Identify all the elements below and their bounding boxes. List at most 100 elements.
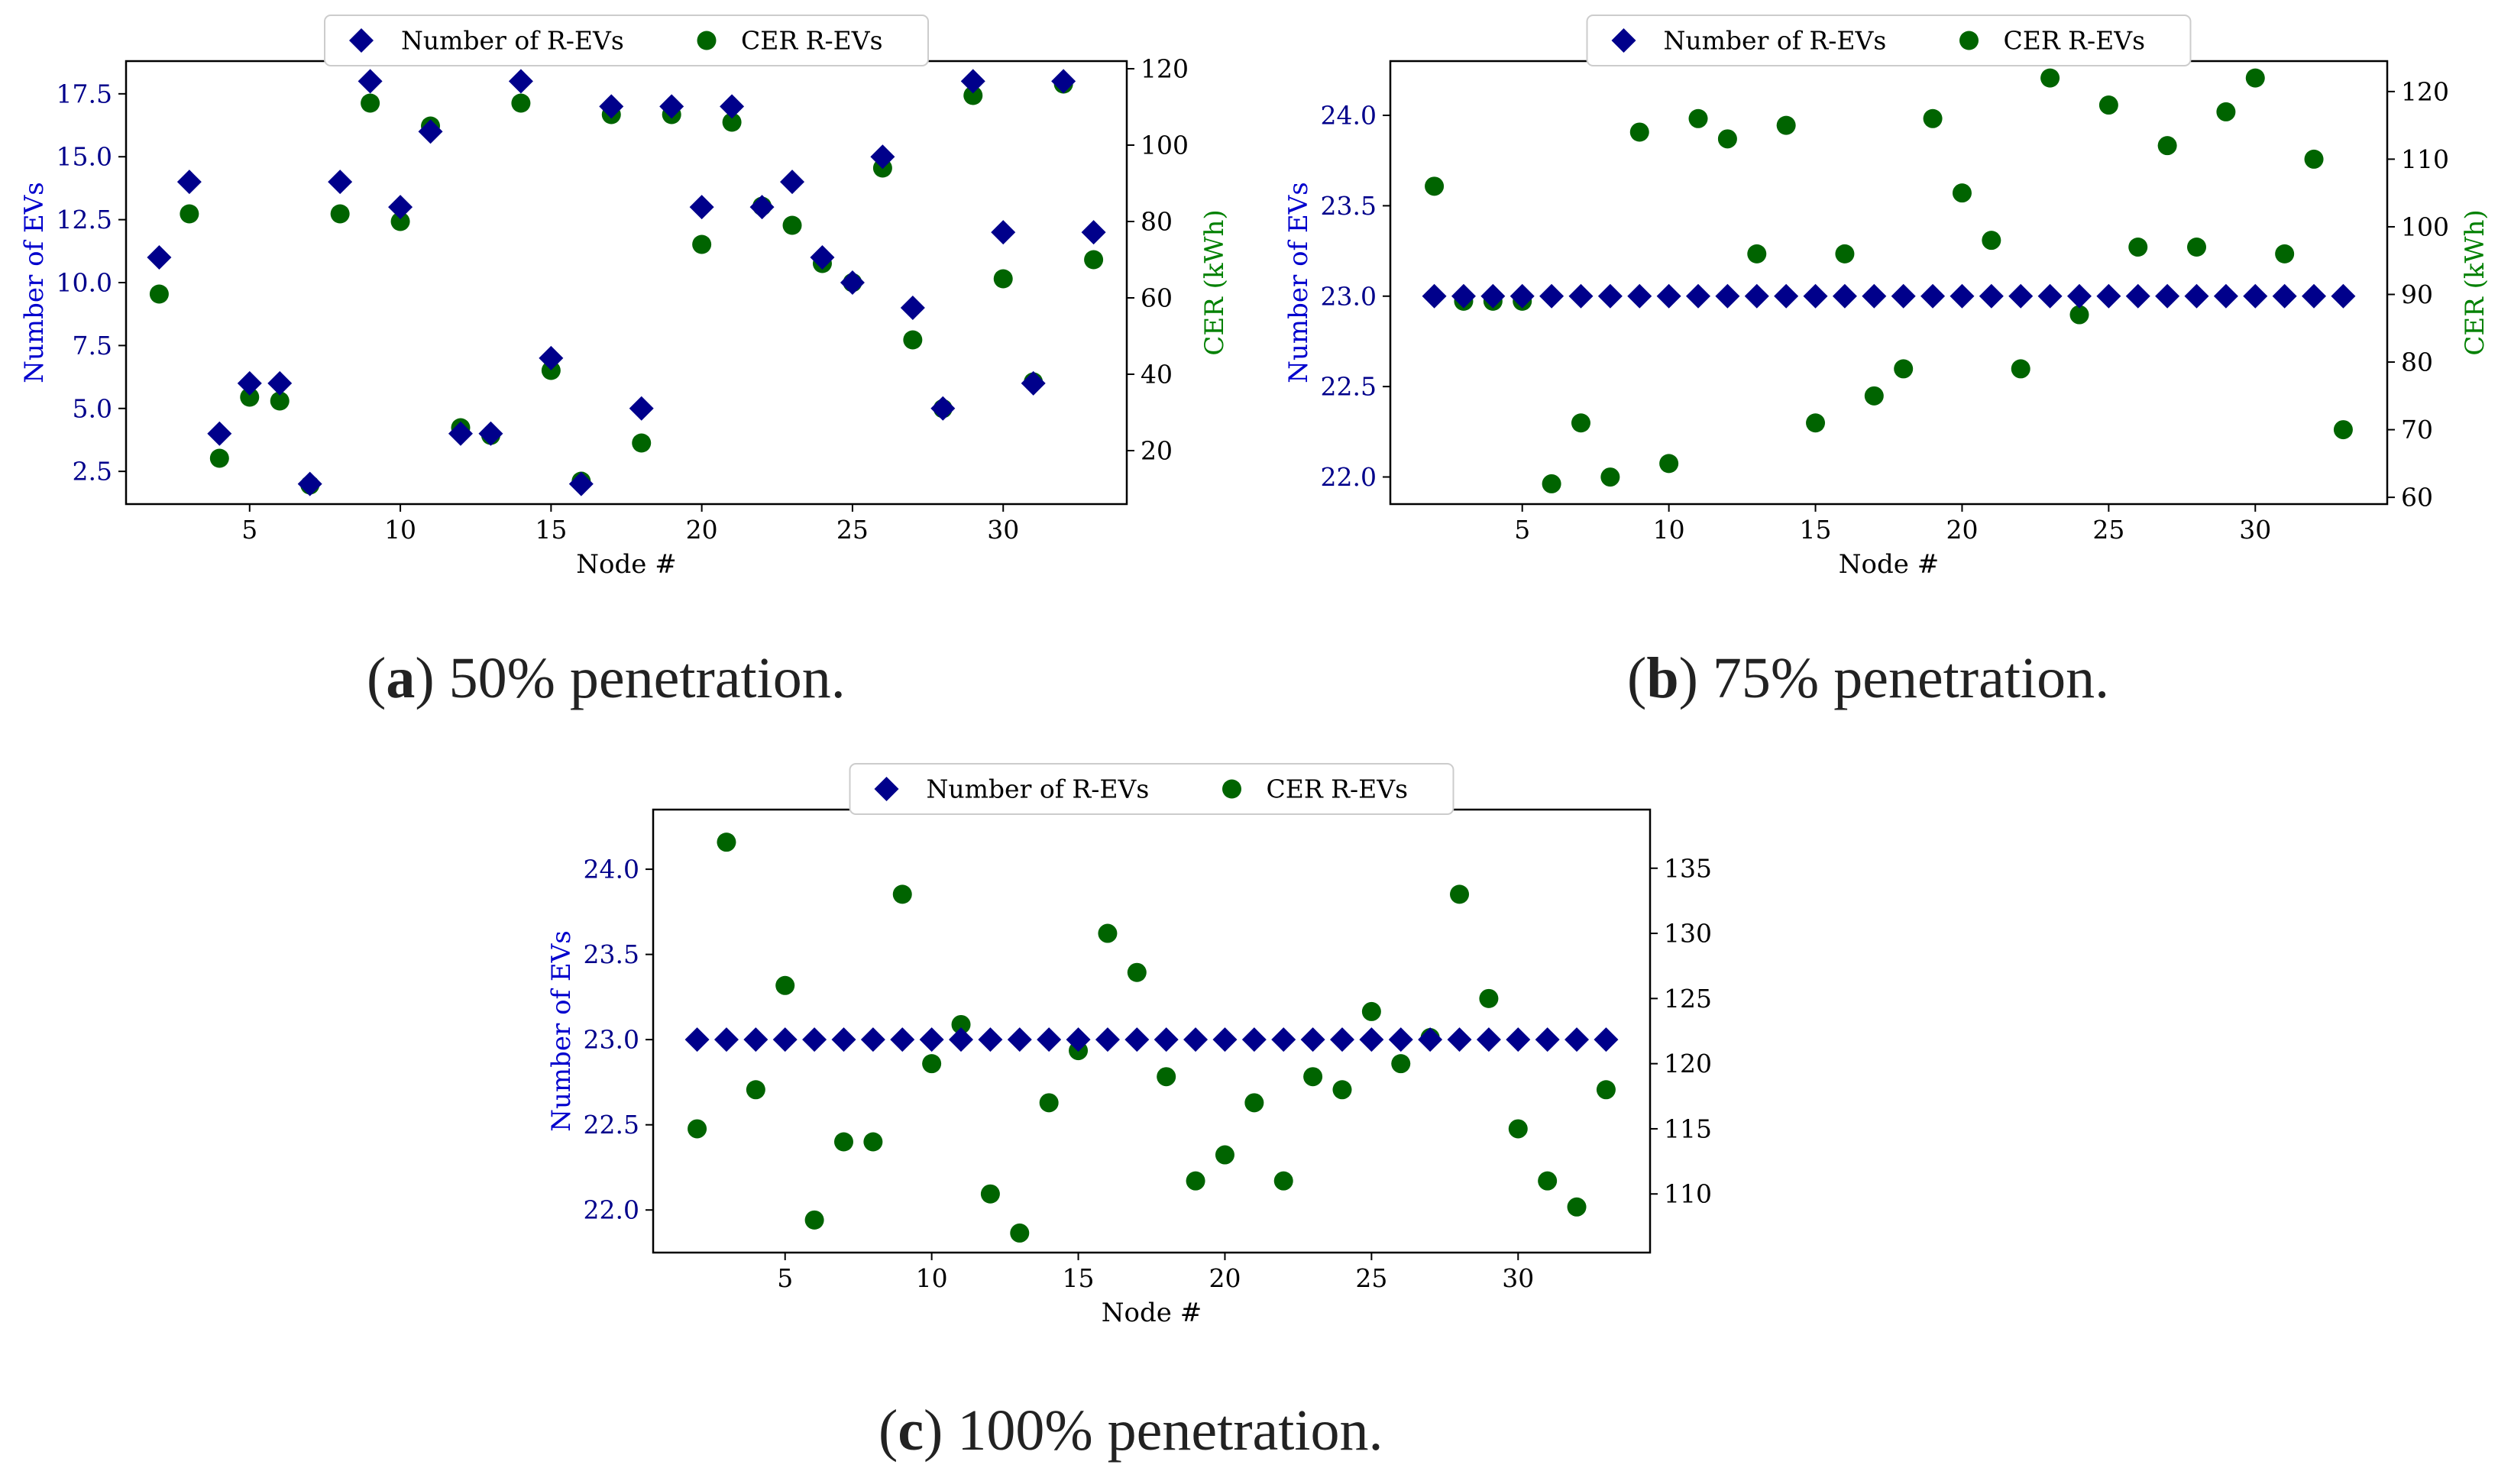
cer-point: [782, 215, 802, 235]
legend-marker-evs: [349, 28, 374, 53]
evs-point: [629, 396, 654, 421]
cer-point: [1186, 1171, 1205, 1191]
evs-point: [1007, 1027, 1032, 1052]
evs-point: [1037, 1027, 1062, 1052]
evs-point: [1300, 1027, 1325, 1052]
x-tick-label: 15: [1063, 1263, 1095, 1293]
cer-point: [1273, 1171, 1293, 1191]
x-tick-label: 10: [916, 1263, 948, 1293]
x-tick-label: 25: [836, 515, 869, 545]
cer-point: [2187, 238, 2207, 257]
chart-panel-b: 5 10 15 20 25 30 22.0 22.5 23.0 23.5 24.0 60 70 80 90 1…: [1283, 15, 2490, 580]
y-left-axis-label: Number of EVs: [546, 930, 577, 1132]
cer-point: [2128, 238, 2148, 257]
y-right-tick-label: 70: [2401, 415, 2433, 445]
legend-marker-evs: [1611, 28, 1636, 53]
y-right-tick-label: 120: [2401, 76, 2449, 106]
y-left-tick-label: 10.0: [57, 268, 112, 298]
evs-point: [448, 421, 473, 446]
caption-c-letter: c: [898, 1398, 924, 1463]
cer-point: [1747, 244, 1767, 263]
legend: Number of R-EVs CER R-EVs: [1586, 15, 2192, 66]
x-tick-label: 30: [1502, 1263, 1534, 1293]
x-tick-label: 5: [241, 515, 257, 545]
x-tick-label: 30: [2239, 515, 2271, 545]
y-left-tick-label: 22.5: [1321, 372, 1377, 402]
y-left-tick-label: 24.0: [1321, 101, 1377, 131]
cer-point: [1923, 108, 1943, 128]
cer-point: [2333, 420, 2353, 440]
cer-point: [240, 387, 260, 407]
evs-point: [1095, 1027, 1120, 1052]
y-right-tick-label: 60: [1141, 283, 1173, 313]
evs-point: [1476, 1027, 1501, 1052]
x-tick-label: 20: [686, 515, 718, 545]
cer-point: [1215, 1145, 1234, 1165]
evs-point: [297, 471, 322, 496]
evs-point: [2243, 283, 2268, 309]
y-left-tick-label: 23.5: [1321, 191, 1377, 221]
evs-point: [720, 94, 745, 119]
evs-point: [147, 245, 172, 270]
evs-point: [2331, 283, 2356, 309]
legend-marker-cer: [1222, 779, 1241, 799]
legend-box: [324, 15, 929, 66]
evs-point: [930, 396, 956, 421]
x-axis-label: Node #: [576, 549, 676, 580]
cer-point: [1010, 1223, 1030, 1243]
y-right-tick-label: 110: [1664, 1179, 1712, 1209]
evs-point: [2184, 283, 2209, 309]
x-tick-label: 20: [1946, 515, 1978, 545]
evs-point: [2302, 283, 2327, 309]
cer-point: [1127, 962, 1147, 982]
evs-point: [1506, 1027, 1531, 1052]
evs-point: [870, 144, 895, 170]
y-right-tick-label: 60: [2401, 483, 2433, 512]
evs-point: [2213, 283, 2238, 309]
evs-point: [659, 94, 684, 119]
evs-point: [1535, 1027, 1560, 1052]
caption-b-letter: b: [1646, 646, 1679, 710]
y-left-tick-label: 23.5: [584, 939, 639, 969]
cer-point: [892, 884, 912, 904]
evs-point: [478, 421, 503, 446]
evs-point: [1656, 283, 1681, 309]
x-tick-label: 20: [1209, 1263, 1241, 1293]
cer-point: [1717, 129, 1737, 149]
evs-point: [1509, 283, 1535, 309]
evs-point: [1388, 1027, 1413, 1052]
x-axis-label: Node #: [1839, 549, 1939, 580]
cer-point: [746, 1080, 765, 1100]
y-right-tick-label: 80: [1141, 207, 1173, 237]
cer-point: [1098, 923, 1118, 943]
y-right-axis-label: CER (kWh): [2460, 209, 2490, 355]
cer-point: [361, 93, 380, 113]
evs-point: [860, 1027, 885, 1052]
evs-point: [176, 170, 202, 195]
cer-point: [833, 1132, 853, 1152]
cer-point: [1596, 1080, 1616, 1100]
legend-label-evs: Number of R-EVs: [1664, 26, 1887, 56]
evs-point: [1627, 283, 1652, 309]
evs-point: [1774, 283, 1799, 309]
legend-marker-evs: [874, 777, 899, 801]
evs-point: [1271, 1027, 1296, 1052]
evs-point: [358, 69, 383, 94]
cer-point: [1332, 1080, 1352, 1100]
y-right-tick-label: 20: [1141, 436, 1173, 466]
evs-point: [1212, 1027, 1238, 1052]
cer-point: [1776, 115, 1796, 135]
evs-point: [1891, 283, 1916, 309]
x-tick-label: 15: [1800, 515, 1832, 545]
caption-b: (b) 75% penetration.: [1627, 646, 2110, 710]
caption-c-text: 100% penetration.: [957, 1398, 1383, 1463]
cer-point: [863, 1132, 883, 1152]
chart-panel-a: 5 10 15 20 25 30 2.5 5.0 7.5 10.0 12.5 15.0 17.5 20 40…: [19, 15, 1230, 580]
cer-point: [688, 1119, 707, 1139]
evs-point: [328, 170, 353, 195]
cer-point: [270, 391, 290, 411]
y-right-tick-label: 125: [1664, 984, 1712, 1014]
evs-point: [949, 1027, 974, 1052]
evs-point: [1539, 283, 1564, 309]
evs-point: [1021, 370, 1046, 396]
